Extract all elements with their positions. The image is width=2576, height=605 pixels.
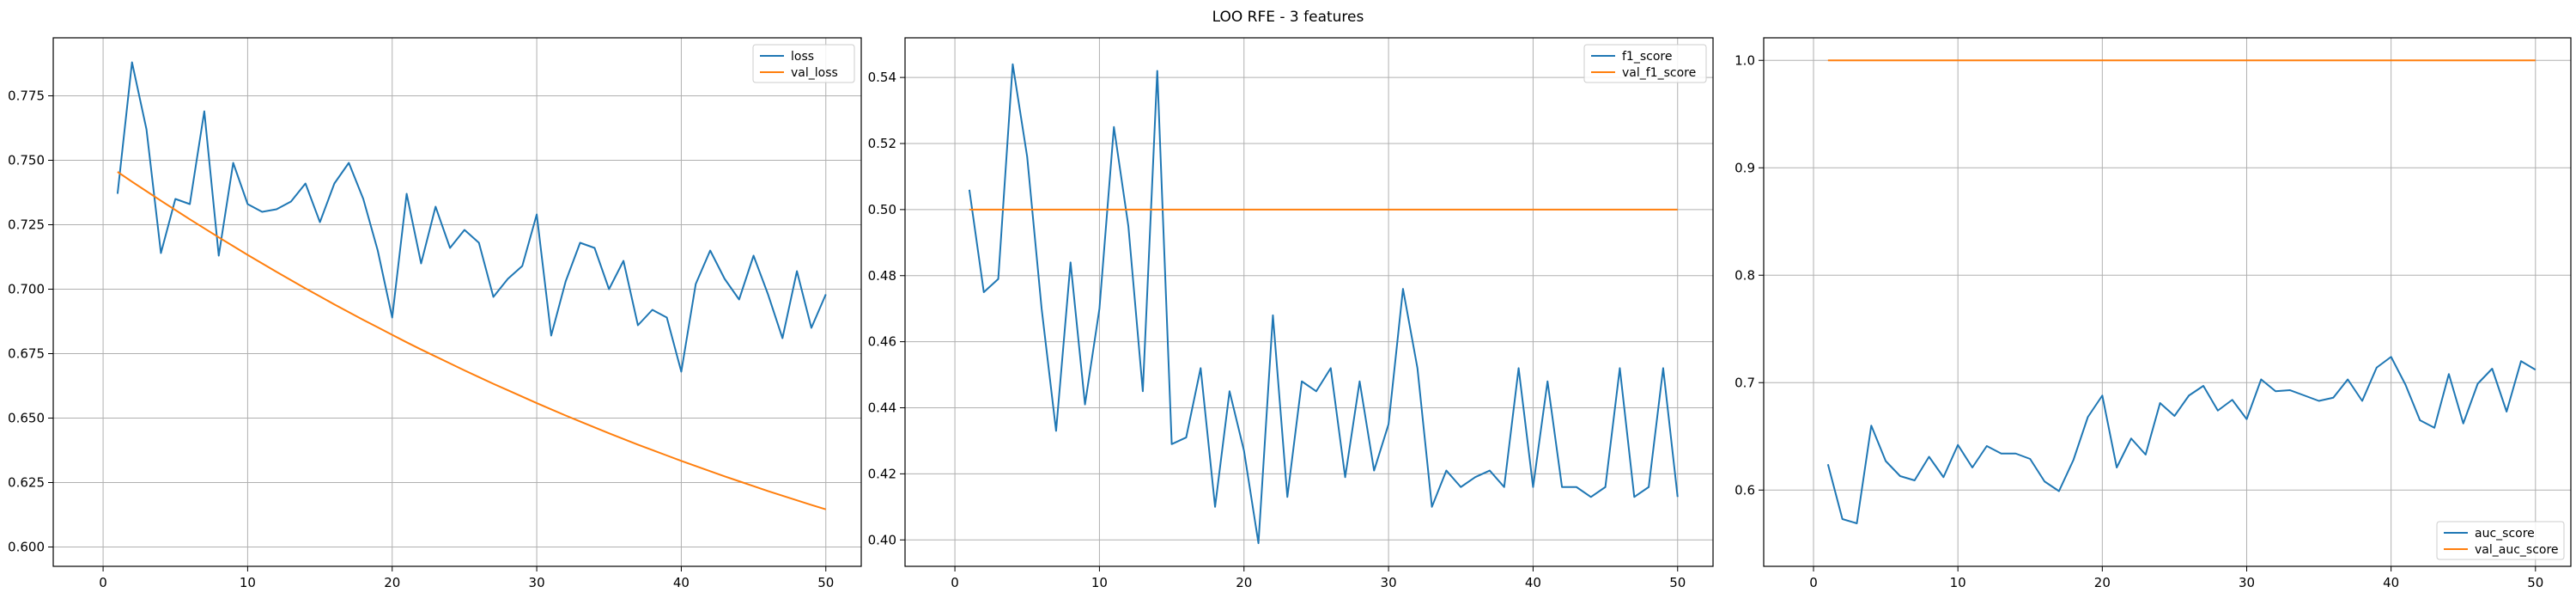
x-tick-label: 20 — [384, 575, 400, 590]
x-tick-label: 50 — [817, 575, 834, 590]
x-tick-label: 40 — [1525, 575, 1541, 590]
x-tick-label: 50 — [1669, 575, 1686, 590]
series-line-auc_score — [1826, 356, 2537, 524]
y-tick-label: 0.725 — [8, 217, 45, 233]
y-tick-label: 0.42 — [868, 466, 896, 481]
x-tick-label: 10 — [1950, 575, 1966, 590]
legend-label-loss: loss — [791, 50, 814, 64]
y-tick-label: 0.625 — [8, 475, 45, 491]
y-tick-label: 0.775 — [8, 89, 45, 104]
chart-panel-3: 0 10 20 30 40 50 0.6 0.7 0.8 0.9 1.0 auc_score val_a… — [1735, 37, 2572, 590]
y-tick-label: 0.46 — [868, 334, 896, 350]
y-tick-label: 0.600 — [8, 540, 45, 555]
x-tick-label: 0 — [1809, 575, 1818, 590]
x-tick-label: 30 — [1381, 575, 1397, 590]
legend-label-f1_score: f1_score — [1622, 50, 1672, 64]
y-tick-label: 0.8 — [1735, 267, 1755, 283]
legend-label-val_f1_score: val_f1_score — [1622, 66, 1696, 80]
y-tick-label: 0.52 — [868, 136, 896, 151]
axes-frame — [1763, 37, 2572, 567]
y-tick-label: 1.0 — [1735, 52, 1755, 68]
series-line-val_loss — [117, 171, 827, 510]
chart-panel-1: 0 10 20 30 40 50 0.600 0.625 0.650 0.675 0.700 0.72… — [8, 37, 862, 590]
x-tick-label: 40 — [2383, 575, 2399, 590]
axes-frame — [52, 37, 862, 567]
x-tick-label: 10 — [1091, 575, 1108, 590]
legend: auc_score val_auc_score — [2436, 521, 2565, 560]
x-tick-label: 30 — [2239, 575, 2255, 590]
chart-panel-2: 0 10 20 30 40 50 0.40 0.42 0.44 0.46 0.48 0.50 0.52 0… — [868, 37, 1714, 590]
legend-label-val_loss: val_loss — [791, 66, 838, 80]
x-tick-label: 0 — [951, 575, 959, 590]
x-tick-label: 0 — [99, 575, 107, 590]
series-line-loss — [116, 61, 827, 373]
y-tick-label: 0.675 — [8, 346, 45, 362]
y-tick-label: 0.650 — [8, 411, 45, 426]
x-tick-label: 40 — [673, 575, 690, 590]
y-tick-label: 0.750 — [8, 153, 45, 168]
y-tick-label: 0.50 — [868, 202, 896, 217]
y-tick-label: 0.54 — [868, 70, 896, 85]
y-tick-label: 0.6 — [1735, 482, 1755, 498]
y-tick-label: 0.700 — [8, 282, 45, 297]
legend-label-val_auc_score: val_auc_score — [2475, 543, 2559, 557]
y-tick-label: 0.48 — [868, 268, 896, 284]
legend-box — [2436, 521, 2565, 560]
x-tick-label: 30 — [529, 575, 545, 590]
x-tick-label: 20 — [2094, 575, 2111, 590]
legend: f1_score val_f1_score — [1583, 44, 1707, 83]
y-tick-label: 0.44 — [868, 400, 896, 416]
y-tick-label: 0.9 — [1735, 160, 1755, 175]
legend: loss val_loss — [752, 44, 855, 83]
figure-title: LOO RFE - 3 features — [1212, 9, 1364, 26]
y-tick-label: 0.7 — [1735, 375, 1755, 390]
y-tick-label: 0.40 — [868, 532, 896, 547]
x-tick-label: 20 — [1236, 575, 1252, 590]
axes-frame — [904, 37, 1714, 567]
x-tick-label: 10 — [240, 575, 256, 590]
x-tick-label: 50 — [2527, 575, 2543, 590]
series-line-f1_score — [968, 63, 1679, 545]
legend-label-auc_score: auc_score — [2475, 527, 2535, 541]
